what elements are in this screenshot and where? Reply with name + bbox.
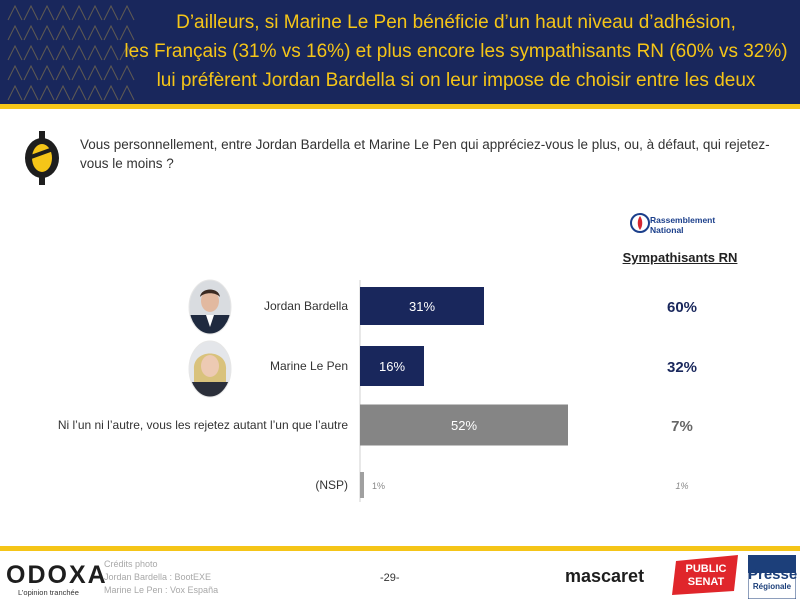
header-divider	[0, 104, 800, 109]
pattern-chevron	[39, 84, 55, 101]
pattern-chevron	[103, 44, 119, 61]
page-title: D’ailleurs, si Marine Le Pen bénéficie d…	[120, 8, 792, 95]
credit-bardella: Jordan Bardella : BootEXE	[104, 572, 212, 582]
segment-value: 7%	[671, 418, 693, 435]
pattern-chevron	[87, 4, 103, 21]
pattern-chevron	[55, 44, 71, 61]
pattern-chevron	[103, 24, 119, 41]
pattern-chevron	[119, 44, 135, 61]
pattern-chevron	[39, 44, 55, 61]
header-banner: D’ailleurs, si Marine Le Pen bénéficie d…	[0, 0, 800, 104]
pattern-chevron	[103, 4, 119, 21]
title-line-2: les Français (31% vs 16%) et plus encore…	[124, 41, 788, 62]
segment-header: Sympathisants RN	[622, 250, 738, 265]
bar	[360, 472, 364, 498]
pattern-chevron	[7, 44, 23, 61]
pattern-chevron	[71, 44, 87, 61]
title-line-1: D’ailleurs, si Marine Le Pen bénéficie d…	[176, 12, 736, 33]
presse-line1: Presse	[748, 566, 798, 583]
pattern-chevron	[103, 84, 119, 101]
pattern-chevron	[71, 4, 87, 21]
category-label: Marine Le Pen	[270, 359, 348, 373]
pattern-chevron	[7, 64, 23, 81]
le-pen-avatar	[188, 340, 232, 398]
odoxa-logo: ODOXA	[6, 561, 108, 589]
pattern-chevron	[7, 4, 23, 21]
header-pattern	[7, 4, 135, 101]
party-logo-line2: National	[650, 225, 684, 235]
credit-le-pen: Marine Le Pen : Vox España	[104, 585, 219, 595]
pattern-chevron	[55, 84, 71, 101]
pattern-chevron	[23, 84, 39, 101]
presse-line2: Régionale	[752, 582, 792, 591]
title-line-3: lui préfèrent Jordan Bardella si on leur…	[156, 70, 756, 91]
pattern-chevron	[23, 4, 39, 21]
pattern-chevron	[87, 24, 103, 41]
pattern-chevron	[55, 24, 71, 41]
footer-divider	[0, 546, 800, 551]
pattern-chevron	[39, 64, 55, 81]
segment-value: 60%	[667, 299, 697, 316]
pattern-chevron	[87, 84, 103, 101]
pattern-chevron	[119, 24, 135, 41]
category-label: (NSP)	[315, 478, 348, 492]
pattern-chevron	[87, 44, 103, 61]
pattern-chevron	[71, 24, 87, 41]
public-senat-line1: PUBLIC	[686, 563, 727, 575]
bar-chart: Jordan Bardella 31% 60% Marine Le Pen 16% 32%…	[58, 280, 697, 502]
bar	[360, 346, 424, 386]
pattern-chevron	[119, 4, 135, 21]
pattern-chevron	[55, 64, 71, 81]
pattern-chevron	[7, 24, 23, 41]
segment-value: 32%	[667, 359, 697, 376]
party-logo-line1: Rassemblement	[650, 215, 716, 225]
bar-value-label: 31%	[409, 299, 435, 314]
segment-value: 1%	[675, 481, 688, 491]
rassemblement-national-logo	[630, 213, 650, 233]
pattern-chevron	[23, 64, 39, 81]
bar	[360, 287, 484, 325]
odoxa-tagline: L’opinion tranchée	[18, 588, 79, 597]
pattern-chevron	[119, 64, 135, 81]
pattern-chevron	[39, 4, 55, 21]
public-senat-line2: SENAT	[688, 576, 725, 588]
bar-value-label: 16%	[379, 359, 405, 374]
presse-regionale-bg	[748, 555, 796, 599]
pattern-chevron	[71, 64, 87, 81]
pattern-chevron	[87, 64, 103, 81]
pattern-chevron	[39, 24, 55, 41]
mascaret-logo: mascaret	[565, 566, 645, 586]
bardella-avatar	[188, 279, 232, 335]
pattern-chevron	[119, 84, 135, 101]
pattern-chevron	[55, 4, 71, 21]
odoxa-question-icon	[25, 131, 59, 185]
public-senat-logo: PUBLIC SENAT	[672, 555, 738, 595]
pattern-chevron	[23, 24, 39, 41]
bar-value-label: 52%	[451, 418, 477, 433]
photo-credits: Crédits photo Jordan Bardella : BootEXE …	[104, 558, 218, 597]
party-logo-text: Rassemblement National	[650, 215, 715, 235]
category-label: Ni l’un ni l’autre, vous les rejetez aut…	[58, 418, 348, 432]
bar	[360, 404, 568, 446]
category-label: Jordan Bardella	[264, 299, 348, 313]
survey-question: Vous personnellement, entre Jordan Barde…	[80, 137, 770, 171]
presse-regionale-logo: Presse Régionale	[748, 566, 798, 591]
pattern-chevron	[23, 44, 39, 61]
pattern-chevron	[71, 84, 87, 101]
page-number: -29-	[380, 572, 400, 584]
pattern-chevron	[7, 84, 23, 101]
pattern-chevron	[103, 64, 119, 81]
bar-value-label: 1%	[372, 481, 385, 491]
credits-title: Crédits photo	[104, 559, 158, 569]
